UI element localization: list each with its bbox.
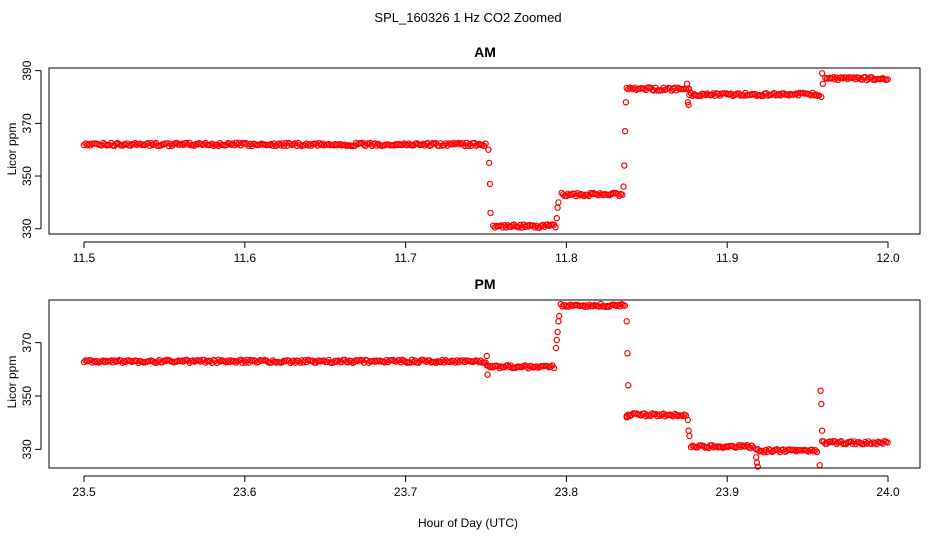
data-point	[818, 93, 825, 101]
data-point	[884, 439, 891, 446]
x-tick-label: 24.0	[876, 485, 900, 499]
data-point	[884, 76, 891, 83]
x-tick-label: 23.5	[72, 485, 96, 499]
panel-am: AM Licor ppm 11.5 11.6 11.7 11.8 11.9 12.0 330…	[5, 44, 921, 265]
data-point	[679, 412, 686, 420]
panel-title-pm: PM	[475, 276, 496, 292]
data-point	[552, 223, 559, 231]
x-tick-label: 11.7	[394, 251, 417, 265]
data-point	[485, 146, 492, 153]
scatter-points-am	[80, 70, 891, 231]
scatter-points-pm	[80, 300, 891, 470]
data-point	[232, 139, 240, 146]
data-point	[183, 139, 190, 147]
data-point	[616, 192, 623, 199]
data-point	[818, 70, 826, 77]
data-point	[556, 312, 563, 320]
x-tick-label: 11.8	[555, 251, 578, 265]
panel-title-am: AM	[474, 44, 496, 60]
data-point	[486, 180, 494, 188]
y-axis-label-am: Licor ppm	[5, 123, 19, 176]
data-point	[622, 99, 630, 106]
axes-am: 11.5 11.6 11.7 11.8 11.9 12.0 330 350 370 390	[20, 60, 921, 265]
data-point	[555, 318, 562, 325]
data-point	[484, 371, 491, 378]
data-point	[684, 416, 692, 424]
data-point	[216, 139, 224, 147]
x-tick-label: 23.8	[555, 485, 579, 499]
y-tick-label: 350	[20, 166, 34, 186]
data-point	[817, 387, 824, 394]
plot-frame-pm	[48, 299, 921, 469]
data-point	[686, 432, 693, 440]
x-tick-label: 23.7	[394, 485, 418, 499]
data-point	[625, 382, 632, 389]
data-point	[685, 427, 692, 434]
data-point	[486, 159, 493, 167]
figure-title: SPL_160326 1 Hz CO2 Zoomed	[374, 10, 561, 25]
data-point	[754, 463, 762, 470]
data-point	[685, 101, 692, 109]
y-tick-label: 350	[20, 386, 34, 406]
x-tick-label: 11.9	[716, 251, 739, 265]
figure-x-axis-label: Hour of Day (UTC)	[418, 516, 518, 530]
data-point	[623, 414, 630, 421]
data-point	[621, 302, 629, 309]
data-point	[213, 359, 220, 367]
data-point	[816, 462, 823, 469]
y-tick-label: 370	[20, 113, 34, 133]
data-point	[550, 364, 558, 372]
data-point	[621, 162, 628, 169]
x-tick-label: 23.9	[716, 485, 740, 499]
data-point	[753, 459, 761, 466]
data-point	[552, 344, 560, 352]
data-point	[683, 80, 691, 88]
data-point	[812, 447, 819, 454]
data-point	[553, 336, 561, 344]
data-point	[752, 454, 760, 461]
x-tick-label: 23.6	[233, 485, 257, 499]
data-point	[555, 199, 562, 206]
data-point	[482, 140, 489, 147]
data-point	[818, 427, 826, 434]
panel-pm: PM Licor ppm 23.5 23.6 23.7 23.8 23.9 24.0 330…	[5, 276, 921, 499]
y-axis-label-pm: Licor ppm	[5, 356, 19, 409]
data-point	[483, 352, 490, 360]
y-tick-label: 370	[20, 332, 34, 352]
data-point	[818, 400, 825, 408]
axes-pm: 23.5 23.6 23.7 23.8 23.9 24.0 330 350 370	[20, 299, 921, 499]
data-point	[504, 362, 511, 369]
data-point	[623, 318, 630, 325]
data-point	[191, 142, 198, 149]
y-tick-label: 330	[20, 439, 34, 459]
x-tick-label: 12.0	[876, 251, 900, 265]
data-point	[553, 214, 561, 222]
data-point	[813, 448, 821, 456]
x-tick-label: 11.5	[73, 251, 96, 265]
data-point	[620, 183, 627, 190]
data-point	[554, 204, 561, 211]
plot-frame-am	[48, 67, 921, 235]
data-point	[621, 127, 629, 135]
data-point	[624, 350, 631, 357]
x-tick-label: 11.6	[234, 251, 257, 265]
data-point	[127, 142, 134, 149]
data-point	[554, 328, 561, 336]
data-point	[819, 80, 827, 88]
y-tick-label: 330	[20, 218, 34, 238]
y-tick-label: 390	[20, 60, 34, 80]
data-point	[487, 209, 494, 217]
data-point	[619, 191, 626, 198]
